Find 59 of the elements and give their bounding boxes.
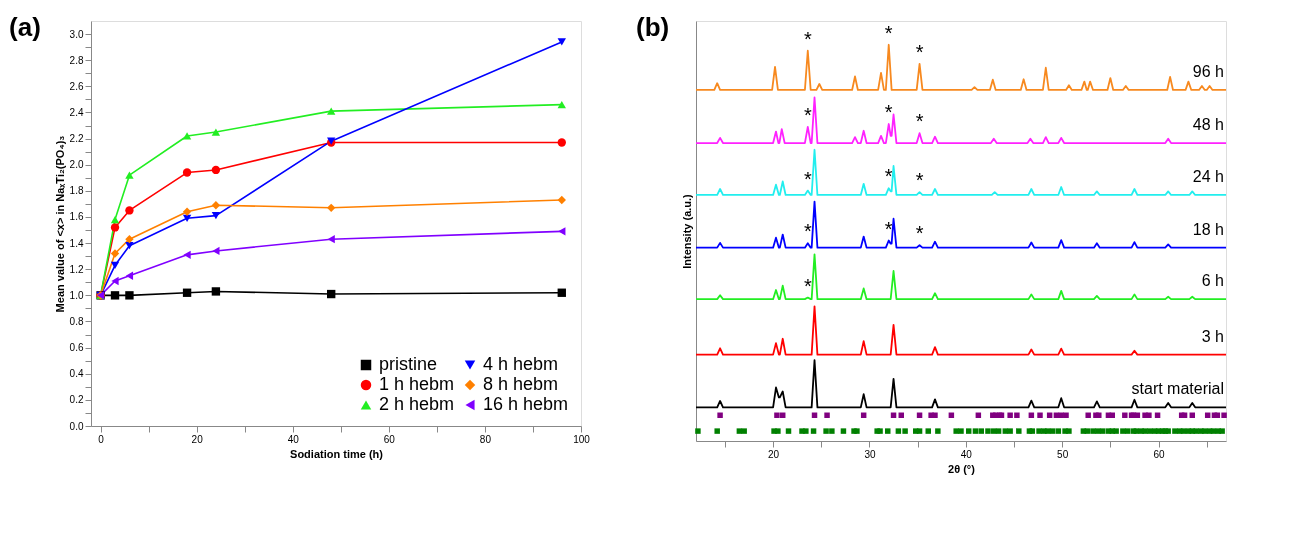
series-label: 3 h bbox=[1201, 327, 1224, 345]
y-tick-label: 0.8 bbox=[69, 315, 84, 327]
annotation: * bbox=[884, 101, 893, 124]
x-tick-label: 40 bbox=[960, 448, 973, 460]
annotation: * bbox=[803, 220, 812, 243]
y-tick-label: 2.6 bbox=[69, 80, 84, 92]
annotation: * bbox=[803, 167, 812, 190]
series-label: 6 h bbox=[1201, 272, 1224, 290]
y-tick-label: 0.4 bbox=[69, 368, 84, 380]
chart-title: (b) bbox=[636, 12, 670, 42]
y-tick-label: 0.0 bbox=[69, 420, 84, 432]
y-axis-title: Mean value of <x> in NaₓTi₂(PO₄)₃ bbox=[53, 135, 66, 313]
y-tick-label: 2.8 bbox=[69, 54, 84, 66]
y-tick-label: 1.8 bbox=[69, 185, 84, 197]
series-label: 48 h bbox=[1192, 116, 1224, 134]
y-tick-label: 1.0 bbox=[69, 289, 84, 301]
annotation: * bbox=[803, 27, 812, 50]
annotation: * bbox=[915, 40, 924, 63]
legend-label: 2 h hebm bbox=[379, 394, 455, 414]
x-tick-label: 20 bbox=[191, 433, 204, 445]
series-label: 18 h bbox=[1192, 220, 1224, 238]
y-tick-label: 0.6 bbox=[69, 342, 84, 354]
annotation: * bbox=[803, 103, 812, 126]
y-tick-label: 0.2 bbox=[69, 394, 84, 406]
legend-label: pristine bbox=[379, 354, 438, 374]
x-tick-label: 50 bbox=[1057, 448, 1069, 460]
y-tick-label: 3.0 bbox=[69, 28, 84, 40]
series-label: 24 h bbox=[1192, 167, 1224, 185]
x-tick-label: 100 bbox=[573, 433, 591, 445]
y-tick-label: 2.4 bbox=[69, 106, 84, 118]
x-tick-label: 60 bbox=[1153, 448, 1166, 460]
annotation: * bbox=[915, 110, 924, 133]
series-label: start material bbox=[1131, 380, 1224, 398]
x-tick-label: 80 bbox=[479, 433, 492, 445]
x-axis-title: 2θ (°) bbox=[948, 462, 976, 475]
y-tick-label: 1.4 bbox=[69, 237, 84, 249]
y-tick-label: 1.6 bbox=[69, 211, 84, 223]
legend-label: 8 h hebm bbox=[483, 374, 559, 394]
annotation: * bbox=[884, 217, 893, 240]
series-label: 96 h bbox=[1192, 62, 1224, 80]
x-tick-label: 0 bbox=[98, 433, 105, 445]
annotation: * bbox=[915, 169, 924, 192]
x-tick-label: 40 bbox=[287, 433, 300, 445]
x-axis-title: Sodiation time (h) bbox=[290, 447, 384, 460]
annotation: * bbox=[884, 165, 893, 188]
y-axis-title: Intensity (a.u.) bbox=[680, 193, 693, 269]
annotation: * bbox=[915, 222, 924, 245]
x-tick-label: 60 bbox=[383, 433, 396, 445]
legend-label: 4 h hebm bbox=[483, 354, 559, 374]
x-tick-label: 30 bbox=[864, 448, 876, 460]
legend-label: 16 h hebm bbox=[483, 394, 569, 414]
x-tick-label: 20 bbox=[768, 448, 780, 460]
chart-title: (a) bbox=[9, 12, 41, 42]
annotation: * bbox=[803, 274, 812, 297]
y-tick-label: 1.2 bbox=[69, 263, 84, 275]
annotation: * bbox=[884, 21, 893, 44]
legend-label: 1 h hebm bbox=[379, 374, 455, 394]
y-tick-label: 2.0 bbox=[69, 159, 84, 171]
y-tick-label: 2.2 bbox=[69, 133, 84, 145]
